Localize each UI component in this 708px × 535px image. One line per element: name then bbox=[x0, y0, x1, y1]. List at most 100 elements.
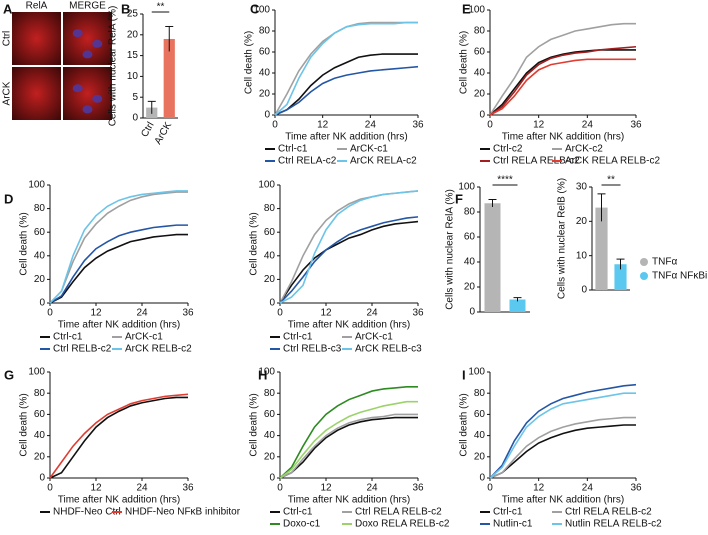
x-tick-label: 24 bbox=[136, 308, 148, 319]
panel-label: H bbox=[258, 367, 267, 382]
y-axis-label: Cell death (%) bbox=[249, 393, 260, 456]
micrograph bbox=[12, 67, 61, 120]
legend-label: ArCK-c2 bbox=[565, 144, 603, 155]
y-tick-label: 40 bbox=[259, 68, 271, 79]
y-tick-label: 80 bbox=[464, 207, 476, 218]
y-tick-label: 0 bbox=[269, 473, 275, 484]
y-tick-label: 20 bbox=[474, 451, 486, 462]
series-line bbox=[279, 216, 419, 304]
series-line bbox=[49, 233, 188, 304]
y-tick-label: 20 bbox=[259, 89, 271, 100]
column-label: MERGE bbox=[69, 1, 106, 12]
legend-label: Nutlin RELA RELB-c2 bbox=[565, 519, 662, 530]
y-tick-label: 40 bbox=[34, 430, 46, 441]
y-tick-label: 80 bbox=[474, 388, 486, 399]
series-line bbox=[279, 386, 418, 479]
x-tick-label: 36 bbox=[630, 120, 642, 131]
x-tick-label: Ctrl bbox=[139, 120, 156, 139]
x-tick-label: 12 bbox=[90, 308, 102, 319]
panel-label: E bbox=[462, 1, 471, 16]
series-line bbox=[279, 220, 419, 304]
legend-swatch bbox=[640, 272, 648, 280]
nucleus bbox=[72, 84, 83, 93]
x-tick-label: 12 bbox=[533, 483, 545, 494]
y-tick-label: 10 bbox=[576, 250, 588, 261]
legend-label: TNFα bbox=[652, 257, 677, 268]
y-tick-label: 20 bbox=[34, 451, 46, 462]
legend-label: Ctrl-c1 bbox=[283, 507, 313, 518]
x-axis-label: Time after NK addition (hrs) bbox=[285, 132, 407, 143]
series-line bbox=[489, 45, 637, 116]
x-tick-label: 24 bbox=[366, 308, 378, 319]
x-tick-label: 36 bbox=[412, 483, 424, 494]
x-axis-label: Time after NK addition (hrs) bbox=[502, 495, 624, 506]
x-tick-label: 12 bbox=[317, 120, 329, 131]
y-tick-label: 20 bbox=[464, 282, 476, 293]
significance-label: ** bbox=[607, 175, 615, 186]
y-axis-label: Cells with nuclear RelB (%) bbox=[557, 178, 568, 299]
micrograph bbox=[12, 12, 61, 65]
x-axis-label: Time after NK addition (hrs) bbox=[58, 495, 180, 506]
x-tick-label: 0 bbox=[47, 483, 53, 494]
x-tick-label: 0 bbox=[47, 308, 53, 319]
series-line bbox=[279, 190, 419, 304]
series-line bbox=[49, 393, 189, 479]
x-tick-label: 0 bbox=[487, 120, 493, 131]
y-tick-label: 30 bbox=[576, 182, 588, 193]
y-tick-label: 60 bbox=[34, 409, 46, 420]
x-tick-label: ArCK bbox=[153, 120, 175, 146]
y-tick-label: 40 bbox=[474, 68, 486, 79]
row-label: ArCK bbox=[2, 81, 13, 105]
x-tick-label: 36 bbox=[412, 308, 424, 319]
y-tick-label: 25 bbox=[127, 9, 139, 20]
x-tick-label: 0 bbox=[277, 483, 283, 494]
y-axis-label: Cells with nuclear RelA (%) bbox=[445, 189, 456, 310]
y-tick-label: 0 bbox=[39, 298, 45, 309]
series-line bbox=[274, 53, 418, 116]
y-tick-label: 100 bbox=[253, 5, 270, 16]
panel-label: A bbox=[3, 1, 13, 16]
x-tick-label: 36 bbox=[412, 120, 424, 131]
y-tick-label: 40 bbox=[474, 430, 486, 441]
y-tick-label: 20 bbox=[34, 274, 46, 285]
legend-label: Doxo-c1 bbox=[283, 519, 321, 530]
x-axis-label: Time after NK addition (hrs) bbox=[288, 495, 410, 506]
y-tick-label: 40 bbox=[464, 257, 476, 268]
nucleus bbox=[72, 29, 83, 38]
series-line bbox=[49, 224, 188, 304]
legend-label: Ctrl RELB-c2 bbox=[53, 344, 112, 355]
bar bbox=[595, 207, 608, 290]
legend-label: ArCK RELA-c2 bbox=[350, 156, 417, 167]
legend-label: Ctrl RELA-c2 bbox=[278, 156, 337, 167]
y-tick-label: 60 bbox=[474, 409, 486, 420]
series-line bbox=[279, 416, 418, 479]
panel-label: G bbox=[4, 367, 14, 382]
y-tick-label: 100 bbox=[258, 180, 275, 191]
legend-label: ArCK-c1 bbox=[355, 332, 393, 343]
y-tick-label: 80 bbox=[264, 388, 276, 399]
y-tick-label: 80 bbox=[264, 203, 276, 214]
legend-label: ArCK RELB-c2 bbox=[125, 344, 192, 355]
x-tick-label: 36 bbox=[182, 308, 194, 319]
x-tick-label: 12 bbox=[320, 483, 332, 494]
bar bbox=[614, 264, 627, 290]
series-line bbox=[274, 65, 419, 116]
series-line bbox=[49, 396, 188, 479]
y-axis-label: Cell death (%) bbox=[19, 393, 30, 456]
y-tick-label: 80 bbox=[34, 388, 46, 399]
series-line bbox=[489, 58, 636, 116]
y-tick-label: 60 bbox=[464, 232, 476, 243]
legend-label: Ctrl-c1 bbox=[53, 332, 83, 343]
y-tick-label: 0 bbox=[479, 110, 485, 121]
y-tick-label: 0 bbox=[39, 473, 45, 484]
y-tick-label: 60 bbox=[474, 47, 486, 58]
series-line bbox=[489, 392, 636, 479]
x-tick-label: 24 bbox=[582, 120, 594, 131]
y-tick-label: 20 bbox=[127, 29, 139, 40]
y-tick-label: 20 bbox=[474, 89, 486, 100]
legend-label: Ctrl-c1 bbox=[278, 144, 308, 155]
x-tick-label: 12 bbox=[320, 308, 332, 319]
y-axis-label: Cell death (%) bbox=[459, 393, 470, 456]
y-tick-label: 20 bbox=[264, 274, 276, 285]
